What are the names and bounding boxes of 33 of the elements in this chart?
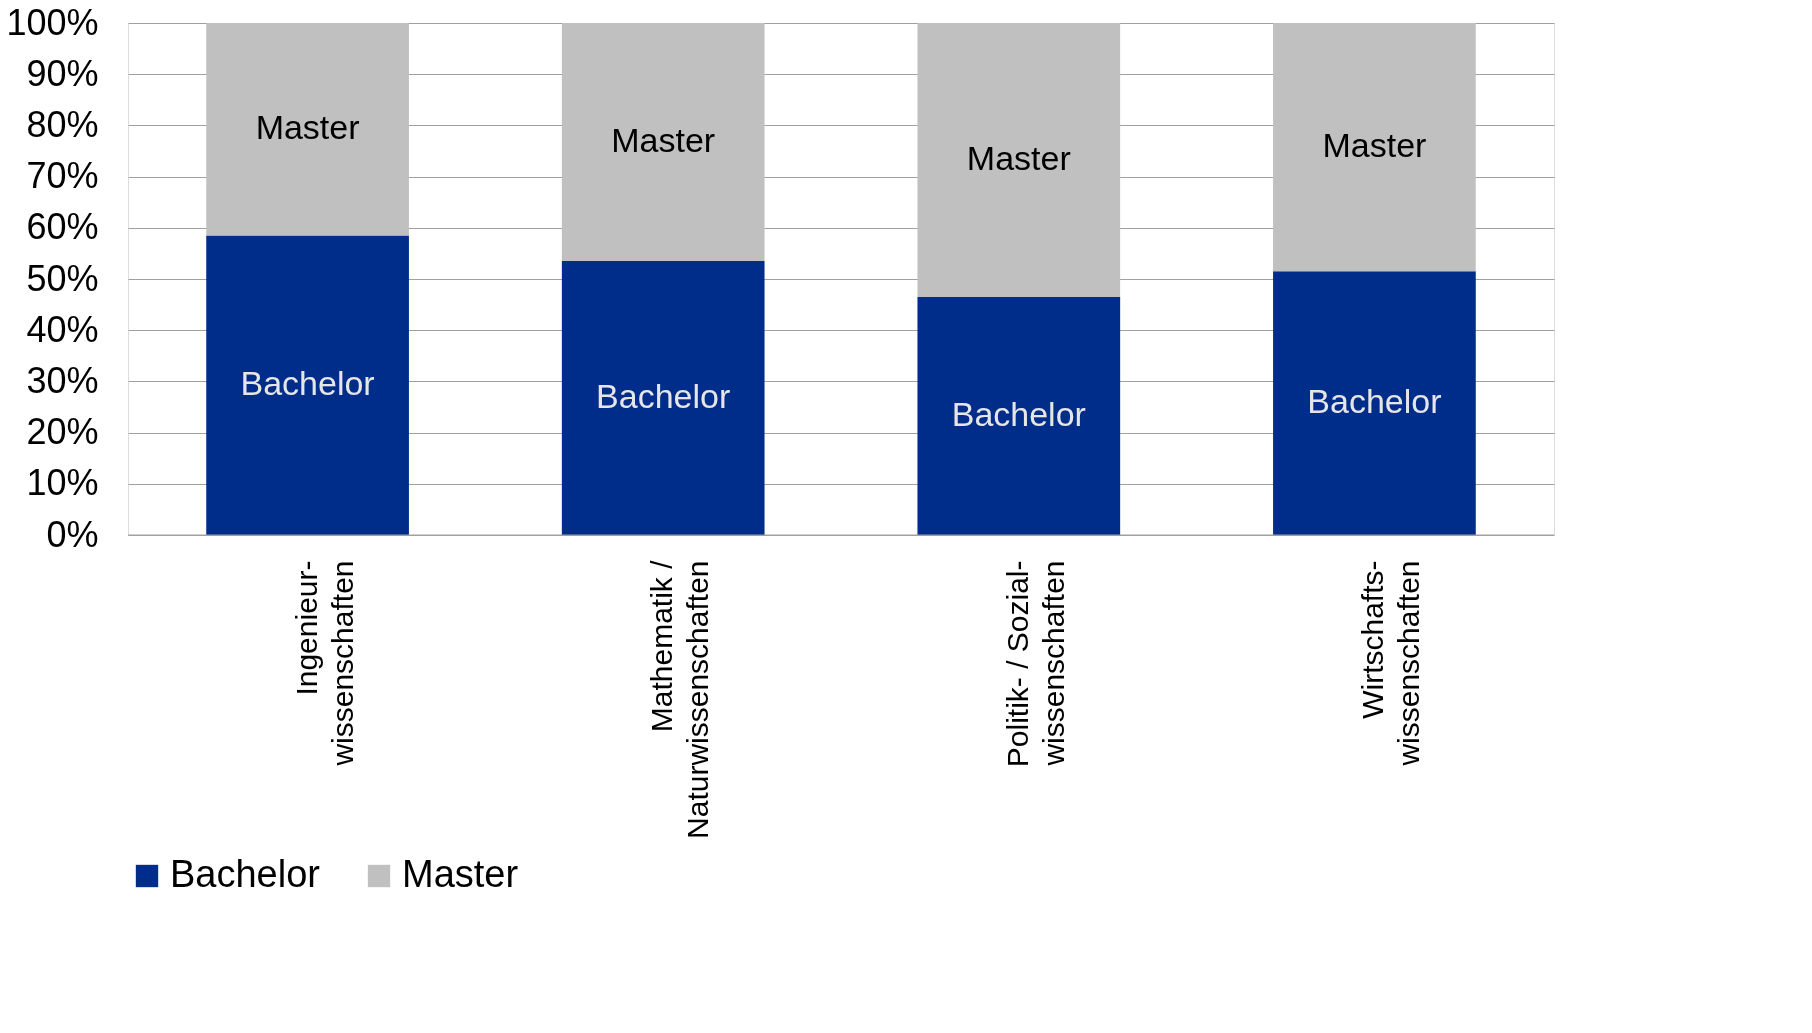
y-tick-label: 70% (26, 155, 99, 197)
y-tick-label: 40% (26, 308, 99, 350)
y-tick-label: 60% (26, 206, 99, 248)
text: Bachelor (951, 394, 1086, 433)
bar (1273, 23, 1476, 272)
y-tick-label: 100% (6, 1, 99, 43)
bar (206, 235, 409, 535)
bar (917, 23, 1121, 297)
text: Master (966, 138, 1071, 177)
bar (206, 23, 409, 236)
x-tick-label: Mathematik / Naturwissenschaften (645, 559, 715, 839)
y-tick-label: 50% (26, 257, 99, 299)
y-tick-label: 20% (26, 411, 99, 453)
bar (917, 296, 1121, 535)
legend-label: Master (402, 853, 519, 895)
text: Bachelor (1307, 382, 1442, 421)
x-tick-label: Politik- / Sozial- wissenschaften (1000, 560, 1070, 768)
text: Bachelor (240, 364, 375, 403)
x-tick-label: Wirtschafts- wissenschaften (1356, 560, 1426, 767)
text: Master (255, 108, 360, 147)
bar (561, 261, 765, 535)
text: Master (611, 121, 716, 160)
y-tick-label: 10% (26, 462, 99, 504)
text: Master (1322, 126, 1427, 165)
bar (1273, 271, 1476, 535)
legend-label: Bachelor (170, 853, 321, 895)
y-tick-label: 0% (46, 513, 99, 555)
y-tick-label: 80% (26, 103, 99, 145)
x-tick-label: Ingenieur- wissenschaften (289, 560, 359, 767)
y-tick-label: 30% (26, 359, 99, 401)
y-tick-label: 90% (26, 52, 99, 94)
text: Bachelor (596, 377, 731, 416)
bar (561, 23, 765, 262)
